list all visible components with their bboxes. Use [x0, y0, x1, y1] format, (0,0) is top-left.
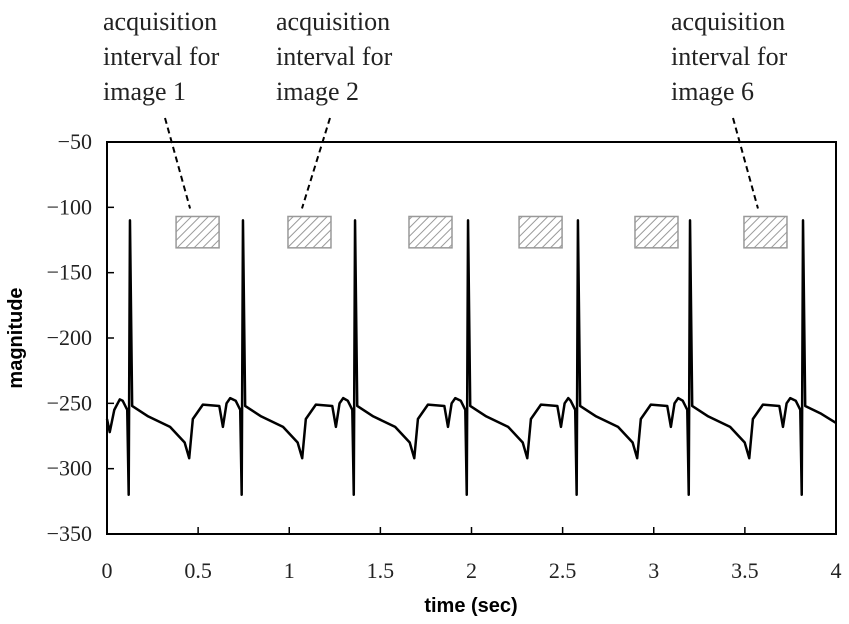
acquisition-interval [518, 215, 563, 249]
signal-line [105, 219, 837, 497]
x-axis-label: time (sec) [424, 595, 517, 617]
x-tick-label: 3.5 [731, 558, 759, 583]
acquisition-interval [175, 215, 220, 249]
y-axis-label: magnitude [5, 287, 27, 388]
acquisition-interval [743, 215, 788, 249]
x-tick-label: 0 [102, 558, 113, 583]
annotation-text: interval for [103, 42, 220, 71]
y-tick-label: −150 [47, 260, 92, 285]
y-tick-label: −250 [47, 390, 92, 415]
plot-frame [106, 141, 837, 535]
annotation-text: acquisition [671, 7, 785, 36]
annotation-text: image 2 [276, 77, 359, 106]
annotation-text: interval for [671, 42, 788, 71]
annotation-leader [164, 117, 192, 209]
x-tick-label: 1 [284, 558, 295, 583]
y-tick-label: −200 [47, 325, 92, 350]
x-tick-label: 3 [648, 558, 659, 583]
annotation-text: image 1 [103, 77, 186, 106]
y-tick-label: −350 [47, 521, 92, 546]
annotation-text: interval for [276, 42, 393, 71]
annotation-text: acquisition [103, 7, 217, 36]
x-tick-label: 0.5 [184, 558, 212, 583]
annotation-leader [732, 117, 759, 209]
y-tick-label: −50 [58, 129, 92, 154]
acquisition-interval [634, 215, 679, 249]
x-tick-label: 2.5 [549, 558, 577, 583]
y-tick-label: −100 [47, 194, 92, 219]
x-tick-label: 1.5 [367, 558, 395, 583]
acquisition-interval [408, 215, 453, 249]
x-tick-label: 2 [466, 558, 477, 583]
annotation-leader [301, 117, 331, 209]
x-tick-label: 4 [831, 558, 842, 583]
acquisition-interval [287, 215, 332, 249]
annotation-text: image 6 [671, 77, 754, 106]
annotation-text: acquisition [276, 7, 390, 36]
y-tick-label: −300 [47, 456, 92, 481]
